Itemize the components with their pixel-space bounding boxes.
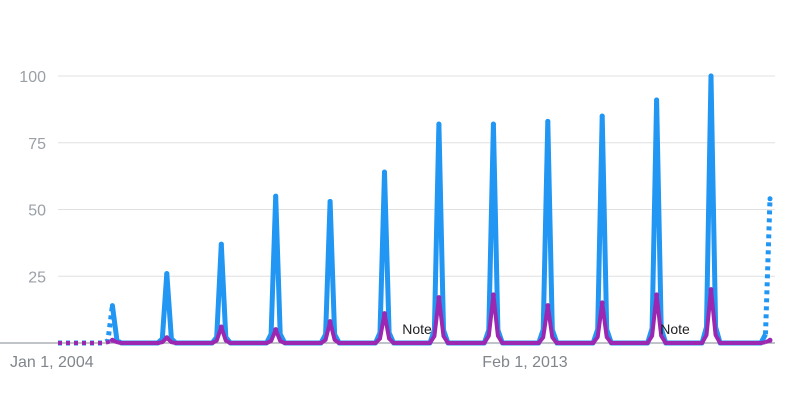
data-point	[382, 311, 387, 317]
data-point	[164, 335, 170, 341]
note-annotation: Note	[660, 321, 690, 337]
series-lines	[58, 73, 773, 346]
data-point	[109, 303, 115, 309]
data-point	[490, 121, 496, 127]
data-point	[109, 337, 115, 343]
x-tick-label: Jan 1, 2004	[10, 354, 94, 371]
data-point	[273, 327, 279, 333]
data-point	[436, 121, 442, 127]
data-point	[218, 241, 224, 247]
y-tick-labels: 25 50 75 100	[19, 69, 46, 286]
series-line-partial	[763, 198, 773, 335]
series-line-partial	[58, 305, 115, 346]
y-tick-label: 100	[19, 69, 46, 86]
y-tick-label: 25	[28, 269, 46, 286]
x-tick-labels: Jan 1, 2004 Feb 1, 2013	[10, 354, 568, 371]
y-tick-label: 75	[28, 136, 46, 153]
data-point	[327, 199, 333, 204]
data-point	[273, 193, 279, 199]
data-point	[654, 292, 660, 298]
data-point	[490, 292, 496, 298]
data-point	[708, 73, 714, 79]
data-point	[545, 118, 551, 124]
series-line-partial	[58, 338, 114, 345]
data-point	[599, 113, 605, 119]
data-point	[327, 319, 333, 325]
note-annotation: Note	[402, 321, 432, 337]
data-point	[767, 337, 773, 343]
data-point	[708, 287, 714, 293]
data-point	[164, 271, 170, 277]
x-tick-label: Feb 1, 2013	[482, 354, 568, 371]
annotations: Note Note	[402, 321, 690, 337]
data-point	[436, 295, 442, 301]
data-point	[218, 324, 224, 330]
data-point	[599, 300, 605, 306]
data-point	[767, 196, 773, 202]
y-tick-label: 50	[28, 203, 46, 220]
data-point	[654, 97, 660, 103]
data-point	[545, 303, 551, 309]
data-point	[382, 169, 387, 175]
